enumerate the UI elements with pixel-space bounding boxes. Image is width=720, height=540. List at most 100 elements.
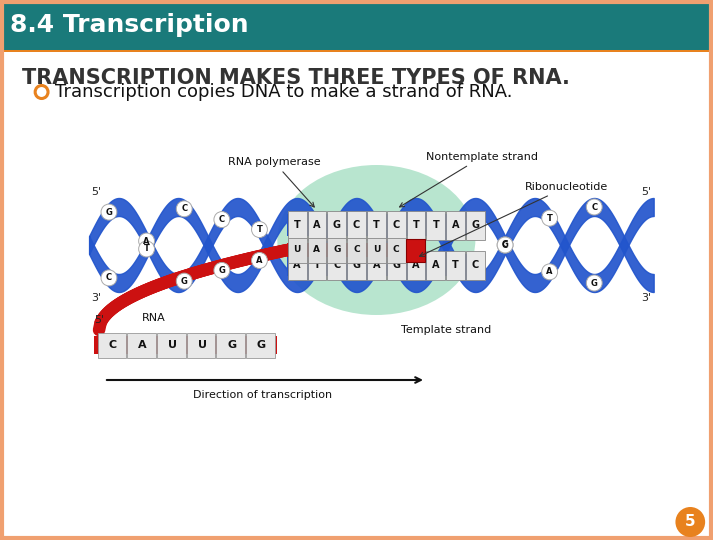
Text: T: T (433, 220, 439, 230)
FancyBboxPatch shape (347, 251, 366, 280)
Ellipse shape (277, 165, 475, 315)
FancyBboxPatch shape (246, 333, 275, 357)
FancyBboxPatch shape (0, 50, 713, 52)
Text: Nontemplate strand: Nontemplate strand (400, 152, 538, 207)
Text: A: A (138, 340, 147, 350)
FancyBboxPatch shape (387, 211, 405, 240)
Text: A: A (143, 237, 150, 246)
FancyBboxPatch shape (287, 214, 485, 236)
Text: C: C (333, 260, 341, 270)
Text: C: C (502, 240, 508, 249)
Text: G: G (218, 266, 225, 275)
Text: A: A (413, 260, 420, 270)
Text: G: G (353, 260, 361, 270)
Text: T: T (546, 214, 552, 222)
Circle shape (251, 221, 267, 238)
Circle shape (675, 507, 705, 537)
Text: C: C (591, 202, 598, 212)
Text: C: C (472, 260, 479, 270)
Text: A: A (313, 220, 320, 230)
Circle shape (139, 241, 155, 257)
Text: A: A (256, 256, 263, 265)
Text: A: A (452, 220, 459, 230)
FancyBboxPatch shape (426, 211, 445, 240)
Text: G: G (502, 240, 508, 249)
Text: Ribonucleotide: Ribonucleotide (420, 182, 608, 256)
Circle shape (541, 264, 557, 280)
FancyBboxPatch shape (387, 238, 405, 262)
Circle shape (541, 210, 557, 226)
Text: A: A (313, 246, 320, 254)
Text: 5': 5' (94, 315, 104, 325)
FancyBboxPatch shape (288, 238, 307, 262)
Text: C: C (106, 273, 112, 282)
FancyBboxPatch shape (446, 211, 465, 240)
Circle shape (101, 204, 117, 220)
Text: T: T (413, 220, 419, 230)
Text: T: T (294, 220, 300, 230)
Circle shape (251, 253, 267, 268)
Text: G: G (591, 279, 598, 287)
Text: 5': 5' (642, 187, 652, 197)
Text: G: G (106, 207, 112, 217)
Circle shape (498, 237, 513, 253)
Circle shape (176, 201, 192, 217)
FancyBboxPatch shape (97, 333, 126, 357)
Text: G: G (228, 340, 236, 350)
FancyBboxPatch shape (127, 333, 156, 357)
Circle shape (214, 212, 230, 227)
Circle shape (586, 199, 602, 215)
FancyBboxPatch shape (347, 211, 366, 240)
Text: A: A (372, 260, 380, 270)
FancyBboxPatch shape (387, 251, 405, 280)
Text: G: G (181, 276, 188, 286)
Text: C: C (354, 246, 360, 254)
FancyBboxPatch shape (446, 251, 465, 280)
Text: G: G (472, 220, 480, 230)
FancyBboxPatch shape (328, 251, 346, 280)
FancyBboxPatch shape (407, 251, 426, 280)
Text: RNA: RNA (142, 313, 166, 323)
Text: U: U (294, 246, 301, 254)
Text: A: A (432, 260, 439, 270)
Circle shape (586, 275, 602, 291)
Text: T: T (143, 245, 150, 253)
FancyBboxPatch shape (347, 238, 366, 262)
Circle shape (214, 262, 230, 279)
Circle shape (139, 233, 155, 249)
FancyBboxPatch shape (307, 211, 326, 240)
Text: T: T (373, 220, 379, 230)
Text: C: C (219, 215, 225, 224)
FancyBboxPatch shape (288, 251, 307, 280)
Text: G: G (257, 340, 266, 350)
Text: G: G (333, 220, 341, 230)
FancyBboxPatch shape (367, 251, 386, 280)
Text: T: T (256, 225, 262, 234)
Circle shape (498, 237, 513, 253)
Text: C: C (109, 340, 117, 350)
FancyBboxPatch shape (466, 211, 485, 240)
FancyBboxPatch shape (307, 251, 326, 280)
FancyBboxPatch shape (288, 211, 307, 240)
FancyBboxPatch shape (217, 333, 245, 357)
FancyBboxPatch shape (407, 211, 426, 240)
Text: U: U (373, 246, 380, 254)
Text: 8.4 Transcription: 8.4 Transcription (10, 13, 248, 37)
FancyBboxPatch shape (287, 254, 485, 276)
Text: C: C (392, 220, 400, 230)
Text: U: U (197, 340, 207, 350)
Text: T: T (313, 260, 320, 270)
FancyBboxPatch shape (328, 211, 346, 240)
Text: Direction of transcription: Direction of transcription (193, 390, 332, 400)
FancyBboxPatch shape (0, 0, 713, 50)
FancyBboxPatch shape (186, 333, 215, 357)
Text: A: A (293, 260, 301, 270)
Text: A: A (546, 267, 553, 276)
Text: Template strand: Template strand (400, 325, 491, 335)
Text: 3': 3' (91, 293, 102, 303)
Text: 5: 5 (685, 515, 696, 530)
Text: G: G (392, 260, 400, 270)
Text: Transcription copies DNA to make a strand of RNA.: Transcription copies DNA to make a stran… (55, 83, 513, 101)
Text: 5': 5' (91, 187, 102, 197)
Text: T: T (452, 260, 459, 270)
